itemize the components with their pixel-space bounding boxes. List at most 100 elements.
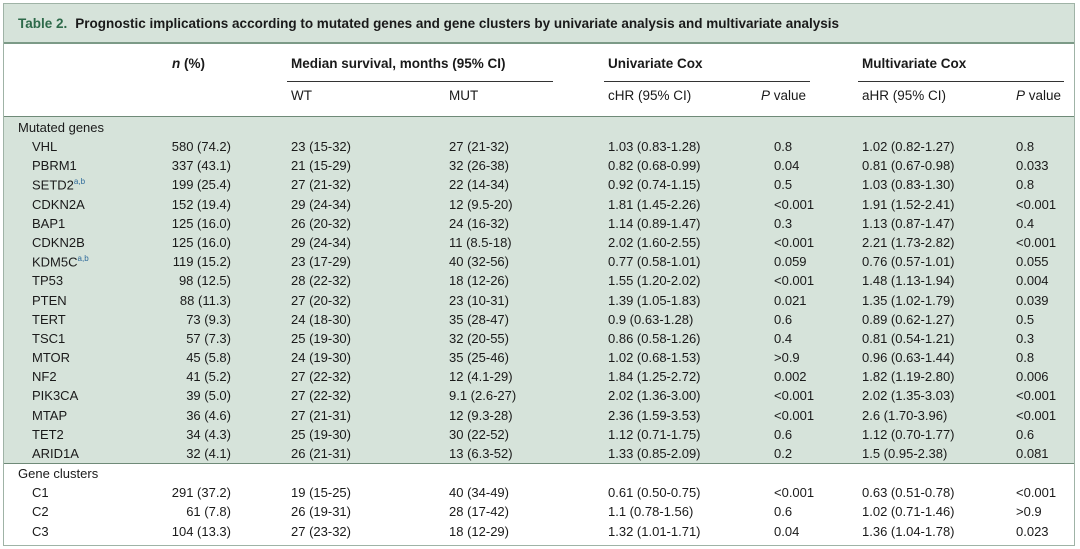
gene-name: BAP1	[32, 215, 66, 231]
table-row: MTAP 36 (4.6) 27 (21-31) 12 (9.3-28) 2.36 (1…	[4, 405, 1074, 425]
gene-name: CDKN2B	[32, 234, 85, 250]
mut-survival: 40 (32-56)	[449, 254, 509, 270]
table-row: C3 104 (13.3) 27 (23-32) 18 (12-29) 1.32 (1.…	[4, 521, 1074, 541]
ahr-value: 2.02 (1.35-3.03)	[862, 388, 955, 404]
table-title: Table 2. Prognostic implications accordi…	[4, 4, 1074, 44]
wt-survival: 24 (19-30)	[291, 350, 351, 366]
ahr-value: 0.76 (0.57-1.01)	[862, 254, 955, 270]
gene-name: TET2	[32, 426, 64, 442]
wt-survival: 28 (22-32)	[291, 273, 351, 289]
table-row: TET2 34 (4.3) 25 (19-30) 30 (22-52) 1.12 (0.…	[4, 424, 1074, 444]
ahr-value: 0.96 (0.63-1.44)	[862, 350, 955, 366]
p-value-multivariate: 0.8	[1016, 177, 1035, 193]
table-row: MTOR 45 (5.8) 24 (19-30) 35 (25-46) 1.02 (0.…	[4, 348, 1074, 368]
ahr-value: 2.6 (1.70-3.96)	[862, 407, 948, 423]
header-univariate: Univariate Cox	[608, 56, 703, 71]
chr-value: 2.02 (1.36-3.00)	[608, 388, 701, 404]
mut-survival: 12 (4.1-29)	[449, 369, 513, 385]
p-value-univariate: 0.4	[774, 330, 793, 346]
chr-value: 1.81 (1.45-2.26)	[608, 196, 701, 212]
table-row: BAP1 125 (16.0) 26 (20-32) 24 (16-32) 1.14 (…	[4, 213, 1074, 233]
table-row: TP53 98 (12.5) 28 (22-32) 18 (12-26) 1.55 (1…	[4, 271, 1074, 291]
gene-name: C3	[32, 523, 49, 539]
p-value-univariate: 0.3	[774, 215, 793, 231]
chr-value: 0.9 (0.63-1.28)	[608, 311, 694, 327]
mut-survival: 22 (14-34)	[449, 177, 509, 193]
header-median-survival: Median survival, months (95% CI)	[291, 56, 506, 71]
gene-name: PBRM1	[32, 158, 77, 174]
gene-name: MTOR	[32, 350, 71, 366]
univariate-rule	[604, 81, 810, 82]
p-value-univariate: <0.001	[774, 273, 815, 289]
p-value-multivariate: 0.004	[1016, 273, 1049, 289]
table-header: n (%) Median survival, months (95% CI) U…	[4, 44, 1074, 117]
mut-survival: 32 (26-38)	[449, 158, 509, 174]
header-ahr: aHR (95% CI)	[862, 88, 947, 103]
mut-survival: 32 (20-55)	[449, 330, 509, 346]
p-value-multivariate: <0.001	[1016, 388, 1057, 404]
gene-name: CDKN2A	[32, 196, 85, 212]
mut-survival: 23 (10-31)	[449, 292, 509, 308]
gene-clusters-body: C1 291 (37.2) 19 (15-25) 40 (34-49) 0.61 (0.…	[4, 483, 1074, 541]
ahr-value: 1.48 (1.13-1.94)	[862, 273, 955, 289]
ahr-value: 1.91 (1.52-2.41)	[862, 196, 955, 212]
n-percent: 36 (4.6)	[186, 407, 231, 423]
table-row: C1 291 (37.2) 19 (15-25) 40 (34-49) 0.61 (0.…	[4, 483, 1074, 503]
ahr-value: 1.82 (1.19-2.80)	[862, 369, 955, 385]
wt-survival: 27 (22-32)	[291, 369, 351, 385]
p-value-multivariate: 0.055	[1016, 254, 1049, 270]
gene-name: ARID1A	[32, 446, 79, 461]
footnote-marker[interactable]: a,b	[73, 177, 86, 187]
mut-survival: 30 (22-52)	[449, 426, 509, 442]
chr-value: 2.36 (1.59-3.53)	[608, 407, 701, 423]
chr-value: 0.77 (0.58-1.01)	[608, 254, 701, 270]
chr-value: 1.02 (0.68-1.53)	[608, 350, 701, 366]
wt-survival: 26 (19-31)	[291, 504, 351, 520]
p-value-multivariate: 0.033	[1016, 158, 1049, 174]
ahr-value: 1.02 (0.82-1.27)	[862, 139, 955, 154]
multivariate-rule	[858, 81, 1064, 82]
chr-value: 1.84 (1.25-2.72)	[608, 369, 701, 385]
header-p-multivariate: P value	[1016, 88, 1062, 103]
gene-name: SETD2a,b	[32, 177, 86, 193]
mut-survival: 18 (12-26)	[449, 273, 509, 289]
p-value-univariate: 0.8	[774, 139, 793, 154]
n-percent: 125 (16.0)	[171, 234, 231, 250]
p-value-univariate: <0.001	[774, 234, 815, 250]
n-percent: 580 (74.2)	[171, 139, 231, 154]
header-wt: WT	[291, 88, 312, 103]
wt-survival: 27 (23-32)	[291, 523, 351, 539]
mut-survival: 12 (9.3-28)	[449, 407, 513, 423]
wt-survival: 29 (24-34)	[291, 196, 351, 212]
ahr-value: 1.36 (1.04-1.78)	[862, 523, 955, 539]
wt-survival: 27 (22-32)	[291, 388, 351, 404]
gene-name: PIK3CA	[32, 388, 79, 404]
ahr-value: 0.63 (0.51-0.78)	[862, 485, 955, 501]
mut-survival: 24 (16-32)	[449, 215, 509, 231]
header-multivariate: Multivariate Cox	[862, 56, 967, 71]
chr-value: 1.39 (1.05-1.83)	[608, 292, 701, 308]
p-value-univariate: 0.6	[774, 311, 793, 327]
p-value-univariate: 0.2	[774, 446, 793, 461]
p-value-univariate: <0.001	[774, 485, 815, 501]
gene-name: TP53	[32, 273, 64, 289]
wt-survival: 25 (19-30)	[291, 426, 351, 442]
p-value-univariate: <0.001	[774, 196, 815, 212]
table-caption: Prognostic implications according to mut…	[75, 15, 840, 31]
wt-survival: 21 (15-29)	[291, 158, 351, 174]
n-percent: 73 (9.3)	[186, 311, 231, 327]
table-row: PBRM1 337 (43.1) 21 (15-29) 32 (26-38) 0.82 …	[4, 156, 1074, 176]
p-value-multivariate: 0.023	[1016, 523, 1049, 539]
median-rule	[287, 81, 553, 82]
gene-name: PTEN	[32, 292, 67, 308]
table-label: Table 2.	[18, 15, 68, 31]
footnote-marker[interactable]: a,b	[77, 254, 89, 264]
ahr-value: 1.35 (1.02-1.79)	[862, 292, 955, 308]
ahr-value: 0.89 (0.62-1.27)	[862, 311, 955, 327]
ahr-value: 1.5 (0.95-2.38)	[862, 446, 948, 461]
table-row: PIK3CA 39 (5.0) 27 (22-32) 9.1 (2.6-27) 2.02…	[4, 386, 1074, 406]
mut-survival: 27 (21-32)	[449, 139, 509, 154]
table-row: ARID1A 32 (4.1) 26 (21-31) 13 (6.3-52) 1.33 …	[4, 444, 1074, 464]
p-value-multivariate: 0.3	[1016, 330, 1035, 346]
ahr-value: 1.02 (0.71-1.46)	[862, 504, 955, 520]
